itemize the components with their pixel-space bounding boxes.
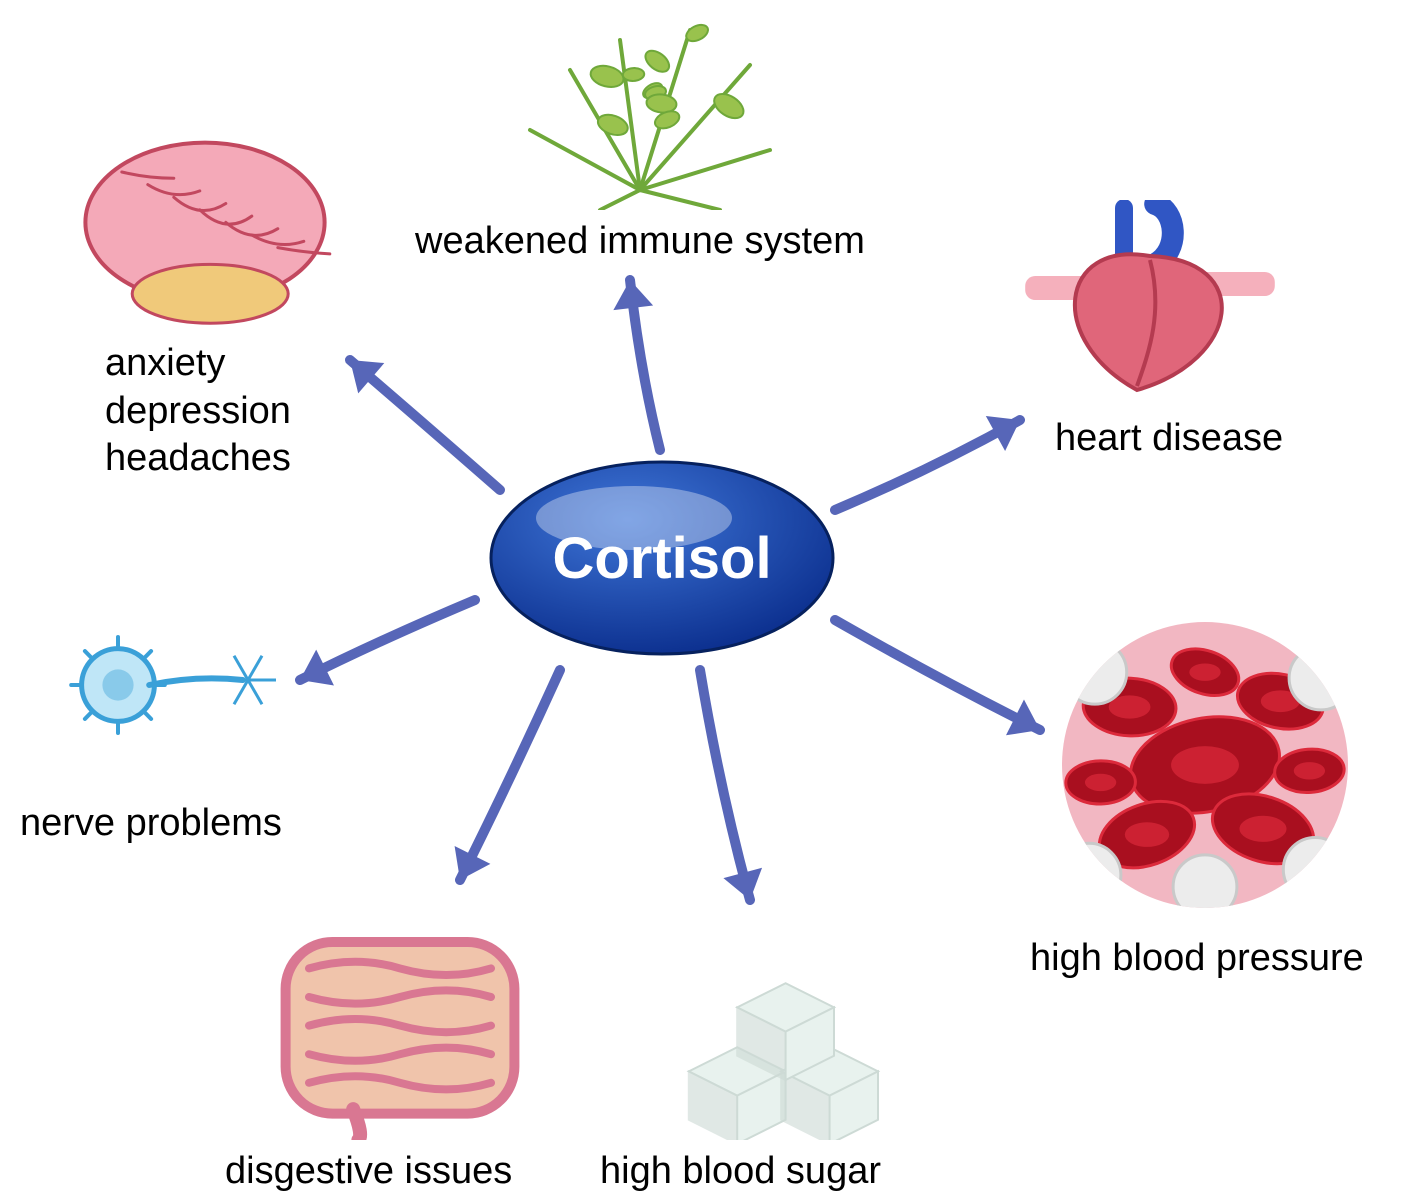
immune-icon	[490, 10, 790, 210]
pressure-icon	[1060, 620, 1350, 910]
brain-label: anxiety depression headaches	[105, 340, 365, 483]
heart-label: heart disease	[1055, 415, 1335, 463]
sugar-icon	[680, 980, 900, 1140]
heart-icon	[1020, 200, 1280, 400]
gut-label: disgestive issues	[225, 1148, 565, 1196]
neuron-label: nerve problems	[20, 800, 340, 848]
pressure-label: high blood pressure	[1030, 935, 1426, 983]
sugar-label: high blood sugar	[600, 1148, 940, 1196]
neuron-icon	[40, 585, 300, 785]
brain-icon	[75, 130, 335, 340]
gut-icon	[270, 920, 530, 1140]
center-label: Cortisol	[487, 458, 837, 658]
immune-label: weakened immune system	[415, 218, 915, 266]
